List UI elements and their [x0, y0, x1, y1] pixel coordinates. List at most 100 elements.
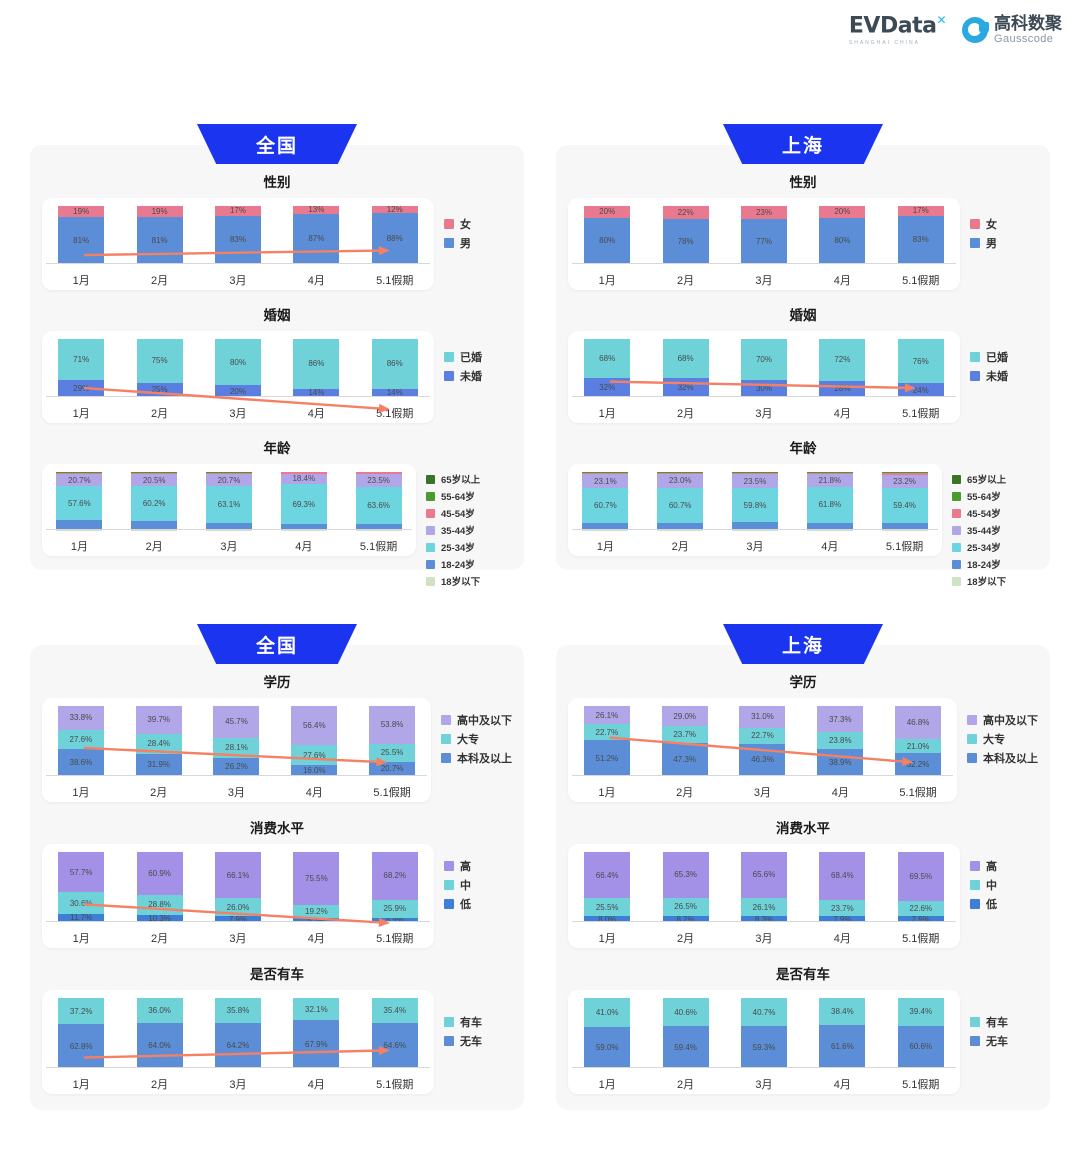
bar-group[interactable]: 86% 14% [371, 339, 418, 397]
legend-item[interactable]: 18-24岁 [426, 557, 480, 571]
legend-item[interactable]: 25-34岁 [426, 540, 480, 554]
stacked-bar[interactable]: 45.7% 28.1% 26.2% [213, 706, 260, 776]
stacked-bar[interactable]: 86% 14% [293, 339, 340, 397]
bar-group[interactable]: 19% 81% [58, 206, 105, 264]
legend-item[interactable]: 45-54岁 [952, 506, 1006, 520]
stacked-bar[interactable]: 13% 87% [293, 206, 340, 264]
stacked-bar[interactable]: 39.7% 28.4% 31.9% [135, 706, 182, 776]
stacked-bar[interactable]: 38.4% 61.6% [819, 998, 866, 1068]
stacked-bar[interactable]: 68.4% 23.7% 7.9% [819, 852, 866, 922]
stacked-bar[interactable]: 33.8% 27.6% 38.6% [57, 706, 104, 776]
bar-group[interactable]: 20.5% 60.2% [131, 472, 178, 530]
legend-item[interactable]: 18岁以下 [426, 574, 480, 588]
stacked-bar[interactable]: 66.1% 26.0% 7.9% [214, 852, 261, 922]
bar-group[interactable]: 23% 77% [740, 206, 787, 264]
legend-item[interactable]: 35-44岁 [426, 523, 480, 537]
stacked-bar[interactable]: 69.5% 22.6% 7.9% [897, 852, 944, 922]
legend-item[interactable]: 高 [444, 858, 471, 874]
stacked-bar[interactable]: 80% 20% [214, 339, 261, 397]
stacked-bar[interactable]: 68.2% 25.9% 5.9% [371, 852, 418, 922]
legend-item[interactable]: 低 [970, 896, 997, 912]
legend-item[interactable]: 未婚 [970, 368, 1008, 384]
bar-group[interactable]: 40.6% 59.4% [662, 998, 709, 1068]
stacked-bar[interactable]: 18.4% 69.3% [280, 472, 327, 530]
stacked-bar[interactable]: 31.0% 22.7% 46.3% [739, 706, 786, 776]
stacked-bar[interactable]: 71% 29% [58, 339, 105, 397]
stacked-bar[interactable]: 60.9% 28.8% 10.3% [136, 852, 183, 922]
stacked-bar[interactable]: 23.1% 60.7% [582, 472, 629, 530]
bar-group[interactable]: 21.8% 61.8% [806, 472, 853, 530]
stacked-bar[interactable]: 36.0% 64.0% [136, 998, 183, 1068]
stacked-bar[interactable]: 75% 25% [136, 339, 183, 397]
bar-group[interactable]: 19% 81% [136, 206, 183, 264]
legend-item[interactable]: 本科及以上 [967, 750, 1038, 766]
stacked-bar[interactable]: 29.0% 23.7% 47.3% [661, 706, 708, 776]
bar-group[interactable]: 23.5% 59.8% [731, 472, 778, 530]
bar-group[interactable]: 32.1% 67.9% [293, 998, 340, 1068]
bar-group[interactable]: 65.3% 26.5% 8.2% [662, 852, 709, 922]
legend-item[interactable]: 男 [970, 235, 997, 251]
stacked-bar[interactable]: 66.4% 25.5% 8.0% [584, 852, 631, 922]
legend-item[interactable]: 高中及以下 [441, 712, 512, 728]
bar-group[interactable]: 23.2% 59.4% [881, 472, 928, 530]
bar-group[interactable]: 72% 28% [819, 339, 866, 397]
bar-group[interactable]: 75.5%19.2%5.3% [293, 852, 340, 922]
stacked-bar[interactable]: 21.8% 61.8% [806, 472, 853, 530]
legend-item[interactable]: 有车 [444, 1014, 482, 1030]
legend-item[interactable]: 65岁以上 [952, 472, 1006, 486]
stacked-bar[interactable]: 39.4% 60.6% [897, 998, 944, 1068]
bar-group[interactable]: 23.5% 63.6% [355, 472, 402, 530]
bar-group[interactable]: 39.7% 28.4% 31.9% [135, 706, 182, 776]
stacked-bar[interactable]: 17% 83% [214, 206, 261, 264]
bar-group[interactable]: 70% 30% [740, 339, 787, 397]
stacked-bar[interactable]: 26.1% 22.7% 51.2% [583, 706, 630, 776]
stacked-bar[interactable]: 20.5% 60.2% [131, 472, 178, 530]
stacked-bar[interactable]: 68% 32% [662, 339, 709, 397]
bar-group[interactable]: 69.5% 22.6% 7.9% [897, 852, 944, 922]
bar-group[interactable]: 46.8% 21.0% 32.2% [895, 706, 942, 776]
legend-item[interactable]: 未婚 [444, 368, 482, 384]
bar-group[interactable]: 23.0% 60.7% [657, 472, 704, 530]
bar-group[interactable]: 38.4% 61.6% [819, 998, 866, 1068]
legend-item[interactable]: 有车 [970, 1014, 1008, 1030]
stacked-bar[interactable]: 35.4% 64.6% [371, 998, 418, 1068]
bar-group[interactable]: 39.4% 60.6% [897, 998, 944, 1068]
legend-item[interactable]: 35-44岁 [952, 523, 1006, 537]
bar-group[interactable]: 20.7% 63.1% [205, 472, 252, 530]
bar-group[interactable]: 20% 80% [584, 206, 631, 264]
stacked-bar[interactable]: 65.3% 26.5% 8.2% [662, 852, 709, 922]
bar-group[interactable]: 68% 32% [584, 339, 631, 397]
stacked-bar[interactable]: 86% 14% [371, 339, 418, 397]
bar-group[interactable]: 41.0% 59.0% [584, 998, 631, 1068]
bar-group[interactable]: 86% 14% [293, 339, 340, 397]
legend-item[interactable]: 高中及以下 [967, 712, 1038, 728]
legend-item[interactable]: 中 [970, 877, 997, 893]
bar-group[interactable]: 17% 83% [214, 206, 261, 264]
bar-group[interactable]: 31.0% 22.7% 46.3% [739, 706, 786, 776]
bar-group[interactable]: 40.7% 59.3% [740, 998, 787, 1068]
stacked-bar[interactable]: 20.7% 63.1% [205, 472, 252, 530]
stacked-bar[interactable]: 40.7% 59.3% [740, 998, 787, 1068]
legend-item[interactable]: 55-64岁 [952, 489, 1006, 503]
stacked-bar[interactable]: 22% 78% [662, 206, 709, 264]
bar-group[interactable]: 75% 25% [136, 339, 183, 397]
bar-group[interactable]: 65.6% 26.1% 8.3% [740, 852, 787, 922]
bar-group[interactable]: 13% 87% [293, 206, 340, 264]
bar-group[interactable]: 20.7% 57.6% [56, 472, 103, 530]
bar-group[interactable]: 26.1% 22.7% 51.2% [583, 706, 630, 776]
stacked-bar[interactable]: 37.2% 62.8% [58, 998, 105, 1068]
stacked-bar[interactable]: 46.8% 21.0% 32.2% [895, 706, 942, 776]
legend-item[interactable]: 大专 [441, 731, 512, 747]
stacked-bar[interactable]: 17% 83% [897, 206, 944, 264]
legend-item[interactable]: 已婚 [444, 349, 482, 365]
bar-group[interactable]: 33.8% 27.6% 38.6% [57, 706, 104, 776]
legend-item[interactable]: 无车 [970, 1033, 1008, 1049]
legend-item[interactable]: 18-24岁 [952, 557, 1006, 571]
stacked-bar[interactable]: 23.0% 60.7% [657, 472, 704, 530]
bar-group[interactable]: 23.1% 60.7% [582, 472, 629, 530]
legend-item[interactable]: 25-34岁 [952, 540, 1006, 554]
legend-item[interactable]: 45-54岁 [426, 506, 480, 520]
bar-group[interactable]: 66.4% 25.5% 8.0% [584, 852, 631, 922]
stacked-bar[interactable]: 65.6% 26.1% 8.3% [740, 852, 787, 922]
bar-group[interactable]: 57.7% 30.6% 11.7% [58, 852, 105, 922]
